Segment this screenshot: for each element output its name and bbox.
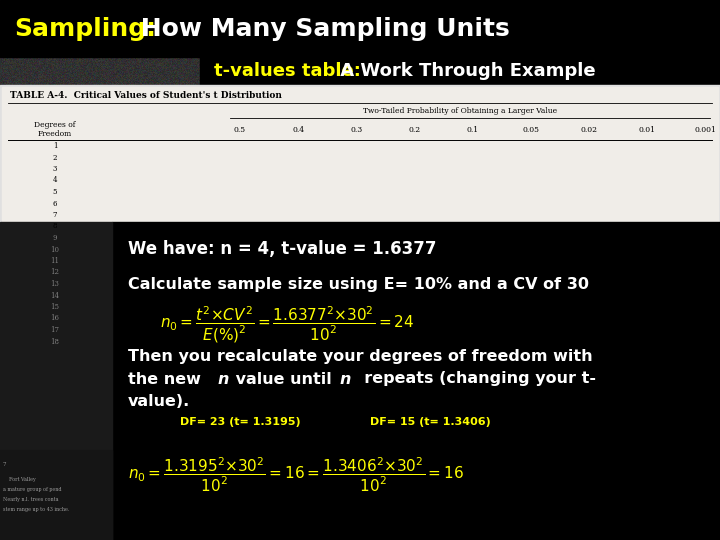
Text: $n_0 = \dfrac{1.3195^2{\times}30^2}{10^2} = 16 = \dfrac{1.3406^2{\times}30^2}{10: $n_0 = \dfrac{1.3195^2{\times}30^2}{10^2… [128, 456, 464, 494]
Text: TABLE A-4.  Critical Values of Student's t Distribution: TABLE A-4. Critical Values of Student's … [10, 91, 282, 99]
Text: 4: 4 [53, 177, 58, 185]
Bar [112, 222, 720, 540]
Text: 18: 18 [50, 338, 60, 346]
Bar [0, 85, 720, 230]
Text: 11: 11 [50, 257, 60, 265]
Text: A Work Through Example: A Work Through Example [334, 62, 595, 80]
Bar [200, 57, 720, 85]
Text: Fort Valley: Fort Valley [3, 477, 36, 483]
Bar [0, 222, 112, 540]
Text: 1: 1 [53, 142, 58, 150]
Text: Sampling:: Sampling: [14, 17, 156, 41]
Text: n: n [218, 372, 230, 387]
Text: How Many Sampling Units: How Many Sampling Units [132, 17, 510, 41]
Text: 16: 16 [50, 314, 60, 322]
Text: 11: 11 [50, 257, 60, 265]
Text: 10: 10 [50, 246, 60, 253]
Text: repeats (changing your t-: repeats (changing your t- [353, 372, 596, 387]
Text: Calculate sample size using E= 10% and a CV of 30: Calculate sample size using E= 10% and a… [128, 278, 589, 293]
Text: 3: 3 [53, 165, 57, 173]
Text: 8: 8 [53, 222, 58, 231]
Text: 12: 12 [50, 268, 60, 276]
Bar [0, 450, 112, 540]
Text: 0.001: 0.001 [694, 126, 716, 134]
Text: 0.3: 0.3 [350, 126, 362, 134]
Text: 9: 9 [53, 234, 58, 242]
Text: 0.2: 0.2 [408, 126, 420, 134]
Text: Freedom: Freedom [38, 130, 72, 138]
Text: Nearly n.l. trees conta: Nearly n.l. trees conta [3, 497, 58, 503]
Text: 0.4: 0.4 [292, 126, 304, 134]
Text: 0.1: 0.1 [467, 126, 479, 134]
Text: stem range up to 43 inche.: stem range up to 43 inche. [3, 508, 69, 512]
Text: 9: 9 [53, 234, 58, 242]
Text: 18: 18 [50, 338, 60, 346]
Text: 14: 14 [50, 292, 60, 300]
Text: value).: value). [128, 394, 190, 408]
Bar [0, 0, 200, 540]
Text: 0.05: 0.05 [522, 126, 539, 134]
Text: 13: 13 [50, 280, 60, 288]
Text: 15: 15 [50, 303, 60, 311]
Text: value until: value until [230, 372, 338, 387]
Text: 13: 13 [50, 280, 60, 288]
Text: 17: 17 [50, 326, 60, 334]
Text: Two-Tailed Probability of Obtaining a Larger Value: Two-Tailed Probability of Obtaining a La… [363, 107, 557, 115]
Text: 14: 14 [50, 292, 60, 300]
Text: 10: 10 [50, 246, 60, 253]
Text: Degrees of: Degrees of [35, 121, 76, 129]
Text: 0.5: 0.5 [234, 126, 246, 134]
Text: 0.01: 0.01 [639, 126, 655, 134]
Text: 12: 12 [50, 268, 60, 276]
Text: 16: 16 [50, 314, 60, 322]
Text: Then you recalculate your degrees of freedom with: Then you recalculate your degrees of fre… [128, 349, 593, 364]
Text: 6: 6 [53, 199, 58, 207]
Text: a mature group of pend: a mature group of pend [3, 488, 62, 492]
Text: 0.02: 0.02 [580, 126, 598, 134]
Text: 17: 17 [50, 326, 60, 334]
Text: 2: 2 [53, 153, 58, 161]
Text: 7: 7 [3, 462, 6, 468]
Text: 7: 7 [53, 211, 58, 219]
Text: the new: the new [128, 372, 207, 387]
Bar [0, 0, 720, 57]
Text: t-values table:: t-values table: [214, 62, 361, 80]
Text: $n_0 = \dfrac{t^2{\times}CV^2}{E(\%)^2} = \dfrac{1.6377^2{\times}30^2}{10^2} = 2: $n_0 = \dfrac{t^2{\times}CV^2}{E(\%)^2} … [160, 305, 414, 345]
Text: 5: 5 [53, 188, 58, 196]
Bar [2, 87, 718, 228]
Text: We have: n = 4, t-value = 1.6377: We have: n = 4, t-value = 1.6377 [128, 240, 436, 258]
Text: DF= 15 (t= 1.3406): DF= 15 (t= 1.3406) [370, 417, 491, 427]
Text: 15: 15 [50, 303, 60, 311]
Text: DF= 23 (t= 1.3195): DF= 23 (t= 1.3195) [180, 417, 301, 427]
Text: n: n [340, 372, 351, 387]
